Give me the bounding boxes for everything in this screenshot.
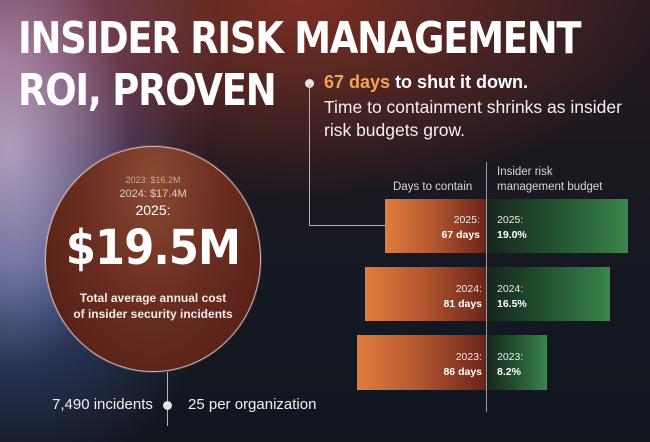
label-year: 2024: [497,283,524,295]
label-value: 81 days [443,298,482,310]
bar-budget-2025 [486,199,628,253]
label-value: 16.5% [497,298,527,310]
cost-2023: 2023: $16.2M [125,175,181,185]
bar-budget-2023 [486,335,547,390]
bar-days-2023 [357,335,486,390]
label-budget-2025: 2025: 19.0% [497,213,567,243]
headline-rest: to shut it down. [390,72,529,92]
label-budget-2024: 2024: 16.5% [497,282,567,312]
label-year: 2024: [455,283,482,295]
label-value: 86 days [443,366,482,378]
chart-center-divider [486,162,487,412]
label-days-2025: 2025: 67 days [420,213,480,243]
label-value: 19.0% [497,229,527,241]
page-title: Insider Risk Management ROI, Proven [18,13,582,117]
headline-dot-icon [305,79,314,88]
label-value: 67 days [441,229,480,241]
cost-description: Total average annual cost of insider sec… [73,291,233,321]
cost-current-year: 2025: [135,202,171,218]
connector-line-horizontal [309,225,385,226]
cost-current-value: $19.5M [65,220,241,276]
stat-per-org: 25 per organization [188,396,317,413]
stat-incidents: 7,490 incidents [52,396,153,413]
bar-budget-2024 [486,267,610,321]
stats-dot-icon [163,401,172,410]
title-line-2: ROI, Proven [18,65,277,116]
headline: 67 days to shut it down. [324,72,528,93]
label-days-2023: 2023: 86 days [420,350,482,380]
cost-2024: 2024: $17.4M [119,188,187,200]
label-budget-2023: 2023: 8.2% [497,350,547,380]
headline-subtitle: Time to containment shrinks as insider r… [324,97,622,140]
label-value: 8.2% [497,366,521,378]
label-year: 2025: [497,214,524,226]
cost-circle [45,146,261,372]
bar-days-2024 [365,267,486,321]
title-line-1: Insider Risk Management [18,13,582,64]
label-year: 2023: [455,351,482,363]
headline-accent: 67 days [324,72,391,92]
connector-line-vertical [309,84,310,226]
stats-connector-line [167,372,168,426]
bar-days-2025 [385,199,486,253]
label-year: 2023: [497,351,524,363]
label-year: 2025: [453,214,480,226]
label-days-2024: 2024: 81 days [420,282,482,312]
column-header-days: Days to contain [393,181,473,193]
column-header-budget: Insider risk management budget [497,166,603,193]
